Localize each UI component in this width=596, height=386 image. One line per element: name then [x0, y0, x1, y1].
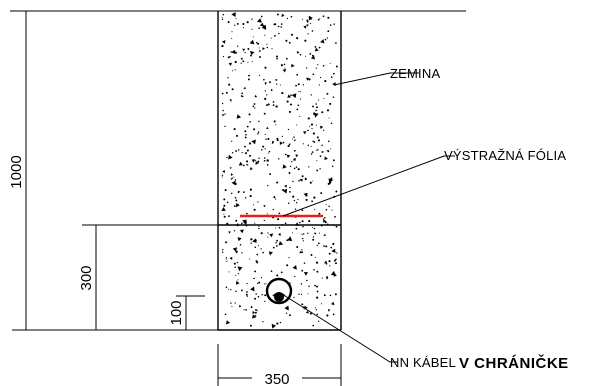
- label-cable-suffix: V CHRÁNIČKE: [459, 354, 569, 372]
- dimension-100: [176, 295, 205, 331]
- label-cable-prefix: NN KÁBEL: [390, 355, 456, 370]
- dimension-300: [82, 224, 218, 330]
- label-zemina: ZEMINA: [390, 66, 440, 81]
- dimension-350: [217, 344, 342, 386]
- leader-warning-foil: [282, 155, 455, 217]
- leader-cable: [281, 293, 398, 363]
- dim-text-1000: 1000: [8, 155, 25, 188]
- cable-core: [274, 292, 284, 302]
- label-warning-foil: VÝSTRAŽNÁ FÓLIA: [444, 148, 566, 163]
- dim-text-100: 100: [168, 300, 185, 325]
- soil-texture: [221, 12, 338, 329]
- cable-conduit: [265, 277, 293, 305]
- dimension-1000: [10, 10, 218, 331]
- dim-text-350: 350: [264, 371, 289, 386]
- leader-zemina: [333, 72, 419, 86]
- dim-text-300: 300: [78, 265, 95, 290]
